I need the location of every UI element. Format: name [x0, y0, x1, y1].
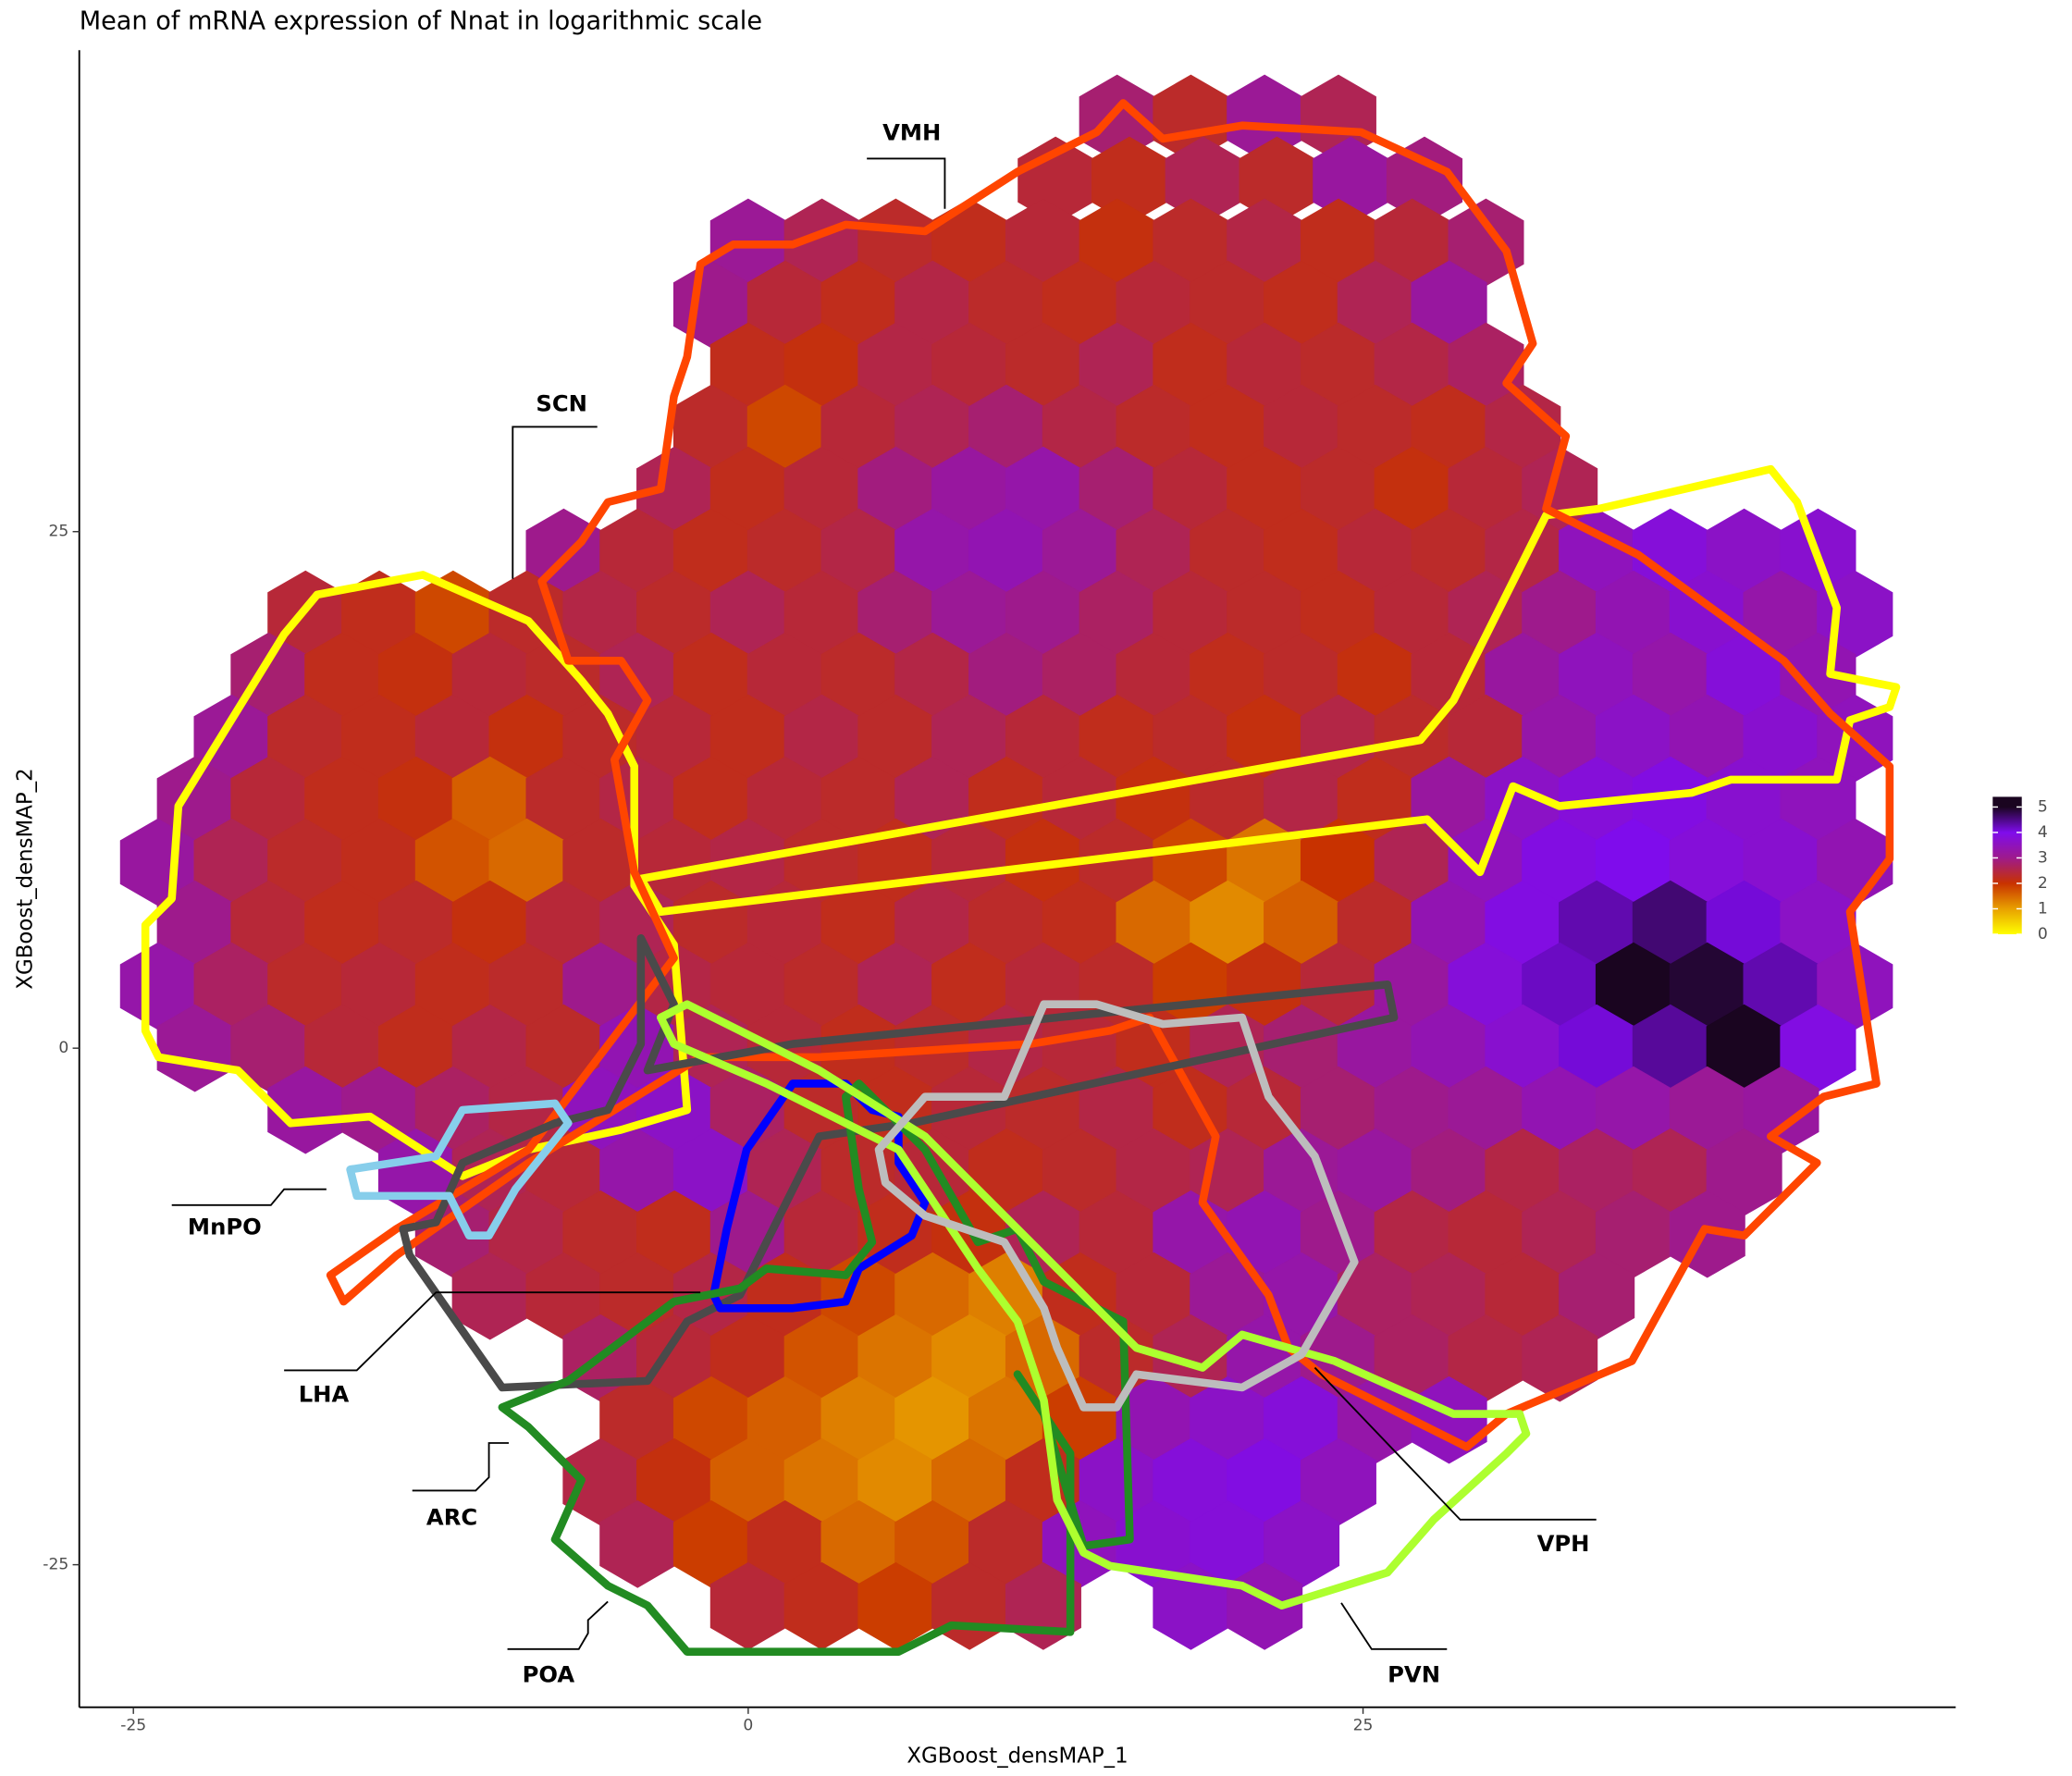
region-label: ARC	[426, 1504, 477, 1531]
colorbar	[1992, 796, 2022, 934]
vmh-outline	[326, 99, 1894, 1451]
colorbar-tick-label: 4	[2038, 823, 2048, 842]
scn-outline	[141, 571, 692, 1180]
y-tick-label: -25	[43, 1556, 68, 1574]
region-label: MnPO	[188, 1213, 262, 1240]
pvn-outline	[657, 1000, 1531, 1610]
leader-line	[284, 1291, 701, 1372]
y-tick-label: 25	[48, 523, 68, 541]
chart-title: Mean of mRNA expression of Nnat in logar…	[80, 6, 762, 35]
hex-layer	[119, 74, 1893, 1650]
lha-outline	[399, 934, 1399, 1392]
mnpo-outline	[346, 1099, 573, 1240]
leader-line	[171, 1188, 327, 1206]
x-axis-title: XGBoost_densMAP_1	[906, 1745, 1128, 1769]
region-label: VMH	[882, 118, 941, 145]
colorbar-tick-label: 3	[2038, 848, 2048, 867]
colorbar-tick-label: 2	[2038, 874, 2048, 893]
leader-lines	[171, 157, 1597, 1650]
region-label: LHA	[299, 1381, 350, 1408]
x-tick-label: 25	[1353, 1717, 1374, 1735]
poa-outline	[498, 1079, 1134, 1656]
region-label: PVN	[1388, 1661, 1440, 1688]
leader-line	[512, 426, 598, 579]
colorbar-tick-label: 0	[2038, 925, 2048, 944]
colorbar-tick-label: 5	[2038, 797, 2048, 816]
x-tick-label: 0	[743, 1717, 753, 1735]
arc-outline	[709, 1079, 930, 1313]
y-tick-label: 0	[58, 1039, 68, 1057]
region-labels: VMH SCN MnPO LHA ARC POA VPH PVN	[188, 118, 1590, 1687]
x-tick-label: -25	[120, 1717, 146, 1735]
colorbar-tick-label: 1	[2038, 899, 2048, 918]
region-outlines	[141, 99, 1901, 1656]
region-label: VPH	[1537, 1530, 1590, 1557]
leader-line	[412, 1442, 509, 1492]
leader-line	[507, 1600, 609, 1650]
region-label: POA	[523, 1661, 575, 1688]
leader-line	[867, 157, 946, 209]
leader-line	[1340, 1602, 1448, 1650]
y-axis-title: XGBoost_densMAP_2	[13, 768, 37, 989]
region-label: SCN	[536, 389, 587, 416]
leader-line	[1314, 1366, 1597, 1521]
vph-outline	[874, 1000, 1359, 1412]
